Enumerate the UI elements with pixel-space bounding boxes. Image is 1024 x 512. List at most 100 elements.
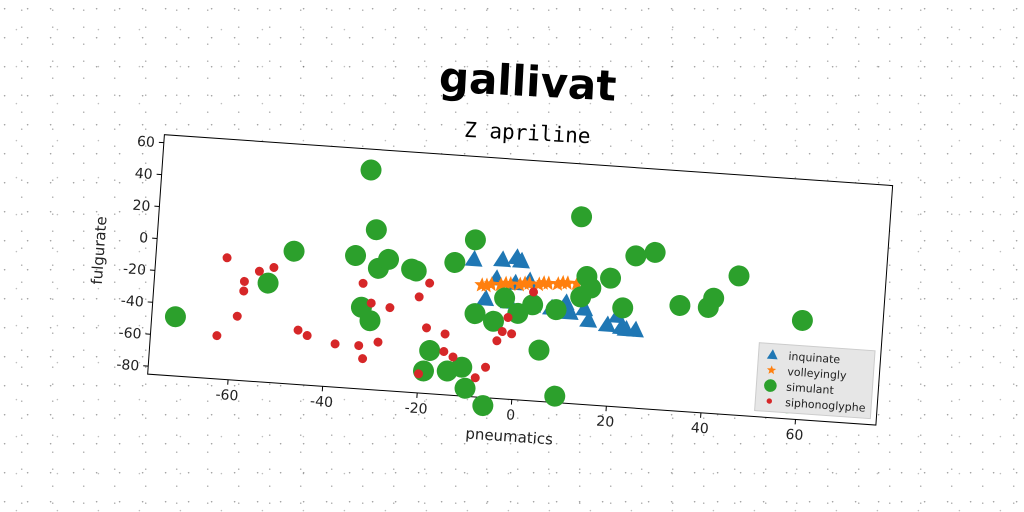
- point-siphonoglyphe-4: [269, 262, 279, 272]
- legend-label-inquinate: inquinate: [788, 350, 841, 367]
- point-siphonoglyphe-18: [422, 323, 432, 333]
- legend-marker-siphonoglyphe: [766, 398, 772, 404]
- point-siphonoglyphe-17: [425, 278, 435, 288]
- point-siphonoglyphe-19: [440, 329, 450, 339]
- point-siphonoglyphe-8: [302, 331, 312, 341]
- point-volleyingly-8: [550, 276, 566, 291]
- x-tick-label-4: 20: [596, 414, 615, 431]
- point-siphonoglyphe-3: [254, 266, 264, 276]
- point-simulant-39: [544, 385, 566, 407]
- y-tick-label-6: -60: [118, 325, 142, 343]
- point-siphonoglyphe-9: [330, 339, 340, 349]
- legend-marker-inquinate: [766, 349, 778, 360]
- point-siphonoglyphe-23: [470, 373, 480, 383]
- point-siphonoglyphe-6: [212, 331, 222, 341]
- point-simulant-14: [528, 339, 550, 361]
- point-siphonoglyphe-16: [414, 292, 424, 302]
- y-axis-ticks: 60 40 20 0 -20 -40 -60 -80: [116, 134, 164, 375]
- point-simulant-9: [464, 229, 486, 251]
- x-axis-ticks: -60 -40 -20 0 20 40 60: [215, 379, 804, 444]
- point-inquinate-8: [560, 303, 579, 321]
- point-volleyingly-11: [479, 277, 495, 293]
- y-tick-label-7: -80: [116, 357, 140, 375]
- point-volleyingly-12: [498, 275, 514, 291]
- x-tick-label-1: -40: [310, 394, 334, 412]
- y-tick-label-2: 20: [132, 198, 151, 215]
- point-simulant-10: [464, 303, 486, 325]
- x-axis-label: pneumatics: [465, 424, 554, 448]
- y-tick-label-3: 0: [139, 230, 149, 247]
- y-tick-label-5: -40: [120, 293, 144, 311]
- y-tick-label-1: 40: [134, 166, 153, 183]
- point-simulant-18: [451, 356, 473, 378]
- point-simulant-37: [359, 310, 381, 332]
- point-siphonoglyphe-20: [439, 347, 449, 357]
- point-siphonoglyphe-11: [358, 354, 368, 364]
- point-volleyingly-4: [512, 276, 528, 292]
- point-simulant-22: [545, 299, 567, 321]
- point-volleyingly-2: [493, 276, 509, 292]
- legend-label-siphonoglyphe: siphonoglyphe: [785, 396, 866, 415]
- point-siphonoglyphe-2: [239, 286, 249, 296]
- point-simulant-35: [257, 272, 279, 294]
- point-siphonoglyphe-25: [492, 336, 502, 346]
- point-volleyingly-13: [517, 275, 533, 291]
- y-tick-label-4: -20: [122, 261, 146, 279]
- point-simulant-34: [728, 265, 750, 287]
- point-simulant-23: [571, 206, 593, 228]
- point-siphonoglyphe-14: [373, 337, 383, 347]
- point-siphonoglyphe-0: [222, 253, 232, 263]
- legend-box: [754, 342, 876, 420]
- point-inquinate-1: [493, 250, 512, 268]
- point-siphonoglyphe-27: [503, 313, 513, 323]
- point-simulant-19: [454, 377, 476, 399]
- point-simulant-11: [482, 310, 504, 332]
- point-simulant-12: [494, 287, 516, 309]
- point-siphonoglyphe-5: [232, 311, 242, 321]
- point-simulant-31: [669, 294, 691, 316]
- point-simulant-5: [378, 248, 400, 270]
- point-simulant-30: [644, 241, 666, 263]
- point-inquinate-4: [476, 289, 495, 307]
- point-simulant-21: [522, 294, 544, 316]
- point-simulant-33: [703, 287, 725, 309]
- y-axis-label: fulgurate: [88, 216, 111, 286]
- point-inquinate-0: [464, 250, 483, 267]
- point-inquinate-16: [625, 320, 644, 338]
- point-simulant-0: [360, 159, 382, 181]
- point-siphonoglyphe-22: [481, 362, 491, 372]
- legend-label-volleyingly: volleyingly: [787, 365, 847, 382]
- point-volleyingly-14: [536, 275, 552, 290]
- point-volleyingly-10: [569, 275, 585, 291]
- point-simulant-7: [405, 260, 427, 282]
- point-simulant-42: [791, 309, 813, 331]
- point-simulant-8: [444, 251, 466, 273]
- point-siphonoglyphe-24: [414, 369, 424, 379]
- legend-marker-volleyingly: [766, 365, 777, 375]
- point-siphonoglyphe-12: [358, 278, 368, 288]
- point-simulant-29: [625, 245, 647, 267]
- point-siphonoglyphe-1: [239, 276, 249, 286]
- chart-title: gallivat: [438, 52, 618, 110]
- point-simulant-2: [283, 240, 305, 262]
- point-simulant-26: [580, 277, 602, 299]
- x-tick-label-2: -20: [404, 400, 428, 418]
- point-siphonoglyphe-26: [497, 327, 507, 337]
- x-tick-label-0: -60: [215, 387, 239, 405]
- plot-group: -60 -40 -20 0 20 40 60 60 40 20 0 -20 -40 -60 -80 pne…: [88, 134, 894, 449]
- legend-marker-simulant: [764, 379, 777, 392]
- point-simulant-28: [612, 297, 634, 319]
- point-simulant-20: [472, 395, 494, 417]
- x-tick-label-5: 40: [690, 420, 709, 437]
- point-siphonoglyphe-28: [529, 287, 539, 297]
- point-siphonoglyphe-7: [293, 325, 303, 335]
- x-tick-label-3: 0: [506, 407, 516, 424]
- point-inquinate-3: [512, 251, 530, 269]
- point-simulant-16: [419, 340, 441, 362]
- point-simulant-27: [600, 267, 622, 289]
- point-siphonoglyphe-13: [366, 298, 376, 308]
- point-simulant-4: [345, 245, 367, 267]
- point-volleyingly-6: [531, 276, 547, 292]
